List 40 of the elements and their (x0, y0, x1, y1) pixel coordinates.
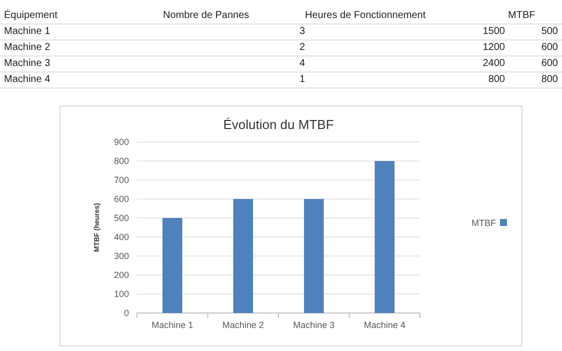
text: Heures de Fonctionnement (305, 10, 426, 21)
y-tick-label: 700 (114, 175, 129, 185)
text: 1500 (482, 26, 506, 37)
y-tick-label: 900 (114, 137, 129, 147)
text: Machine 3 (4, 58, 51, 69)
text: 4 (299, 58, 306, 69)
text: Machine 2 (4, 42, 51, 53)
text: 500 (541, 26, 558, 37)
text: 600 (541, 42, 558, 53)
text: 800 (488, 74, 506, 85)
chart-title: Évolution du MTBF (223, 117, 334, 132)
text: Nombre de Pannes (163, 10, 250, 21)
text: 2400 (482, 58, 506, 69)
text: Machine 4 (4, 74, 51, 85)
text: 3 (299, 26, 306, 37)
x-tick-label: Machine 2 (222, 320, 264, 330)
text: Équipement (4, 9, 58, 21)
y-tick-label: 400 (114, 232, 129, 242)
text: Machine 1 (4, 26, 51, 37)
y-tick-label: 600 (114, 194, 129, 204)
text: 1200 (482, 42, 506, 53)
bar (233, 199, 254, 313)
x-tick-label: Machine 3 (293, 320, 335, 330)
y-tick-label: 500 (114, 213, 129, 223)
y-tick-label: 100 (114, 289, 129, 299)
y-tick-label: 200 (114, 270, 129, 280)
text: 2 (299, 42, 306, 53)
x-tick-label: Machine 1 (152, 320, 194, 330)
y-tick-label: 0 (124, 308, 129, 318)
x-tick-label: Machine 4 (364, 320, 406, 330)
text: MTBF (508, 10, 536, 21)
bar (162, 218, 182, 313)
bar (374, 161, 395, 313)
y-tick-label: 300 (114, 251, 129, 261)
text: 600 (541, 58, 558, 69)
legend-label: MTBF (472, 218, 496, 228)
bar (304, 199, 324, 313)
text: 800 (541, 74, 558, 85)
text: 1 (299, 74, 306, 85)
y-tick-label: 800 (114, 156, 129, 166)
